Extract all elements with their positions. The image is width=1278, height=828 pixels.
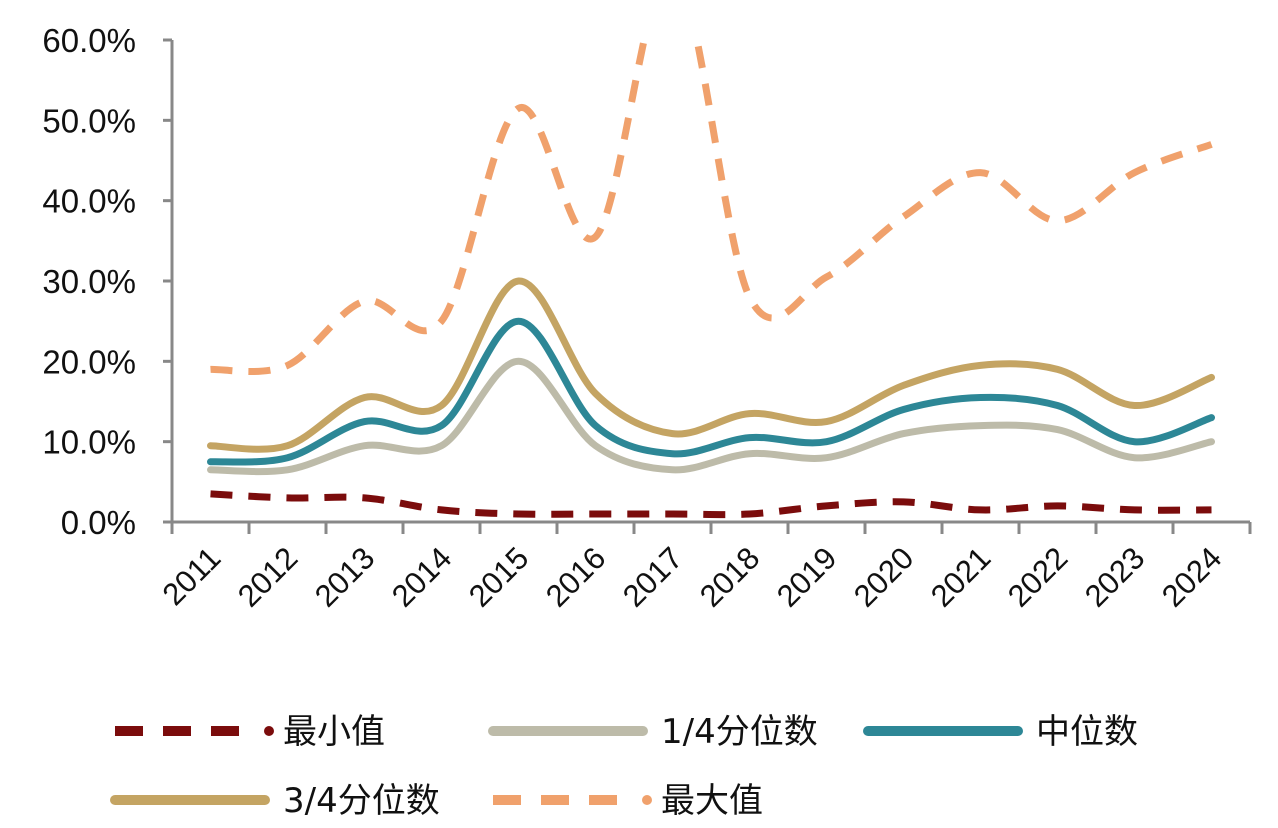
legend-label: 1/4分位数 xyxy=(661,712,818,752)
legend-label: 中位数 xyxy=(1036,712,1138,752)
y-tick-label: 50.0% xyxy=(42,102,136,139)
x-tick-label: 2017 xyxy=(616,540,690,614)
y-tick-label: 20.0% xyxy=(42,343,136,380)
x-tick-label: 2021 xyxy=(924,540,998,614)
legend-swatch-dot xyxy=(264,726,274,736)
x-tick-label: 2014 xyxy=(385,540,459,614)
x-tick-label: 2012 xyxy=(231,540,305,614)
legend-label: 最小值 xyxy=(283,712,385,752)
x-tick-label: 2022 xyxy=(1001,540,1075,614)
legend: 最小值 1/4分位数 中位数 3/4分位数 最大值 xyxy=(110,712,1138,821)
y-tick-label: 40.0% xyxy=(42,183,136,220)
x-tick-label: 2013 xyxy=(308,540,382,614)
x-tick-label: 2016 xyxy=(539,540,613,614)
legend-item: 3/4分位数 xyxy=(110,781,440,821)
legend-label: 3/4分位数 xyxy=(283,781,440,821)
x-tick-label: 2018 xyxy=(693,540,767,614)
legend-item: 最大值 xyxy=(493,781,763,821)
series-line-0 xyxy=(210,490,1212,519)
x-tick-label: 2019 xyxy=(770,540,844,614)
legend-swatch-dot xyxy=(642,795,652,805)
y-tick-label: 10.0% xyxy=(42,424,136,461)
x-tick-label: 2020 xyxy=(847,540,921,614)
series-line-3 xyxy=(207,277,1215,453)
y-tick-label: 30.0% xyxy=(42,263,136,300)
x-ticks: 2011 2012 2013 2014 2015 2016 2017 2018 2019 2020… xyxy=(156,522,1252,614)
x-tick-label: 2015 xyxy=(462,540,536,614)
x-tick-label: 2011 xyxy=(156,540,228,612)
series-line-1 xyxy=(207,357,1215,476)
y-tick-label: 60.0% xyxy=(42,22,136,59)
legend-item: 1/4分位数 xyxy=(488,712,818,752)
legend-item: 中位数 xyxy=(863,712,1138,752)
x-tick-label: 2024 xyxy=(1155,540,1229,614)
legend-item: 最小值 xyxy=(115,712,385,752)
legend-label: 最大值 xyxy=(661,781,763,821)
series-line-4 xyxy=(210,40,1213,375)
y-tick-label: 0.0% xyxy=(61,504,136,541)
x-tick-label: 2023 xyxy=(1078,540,1152,614)
series-lines xyxy=(207,40,1215,519)
series-line-2 xyxy=(207,317,1215,466)
y-ticks: 0.0% 10.0% 20.0% 30.0% 40.0% 50.0% 60.0% xyxy=(42,22,172,541)
